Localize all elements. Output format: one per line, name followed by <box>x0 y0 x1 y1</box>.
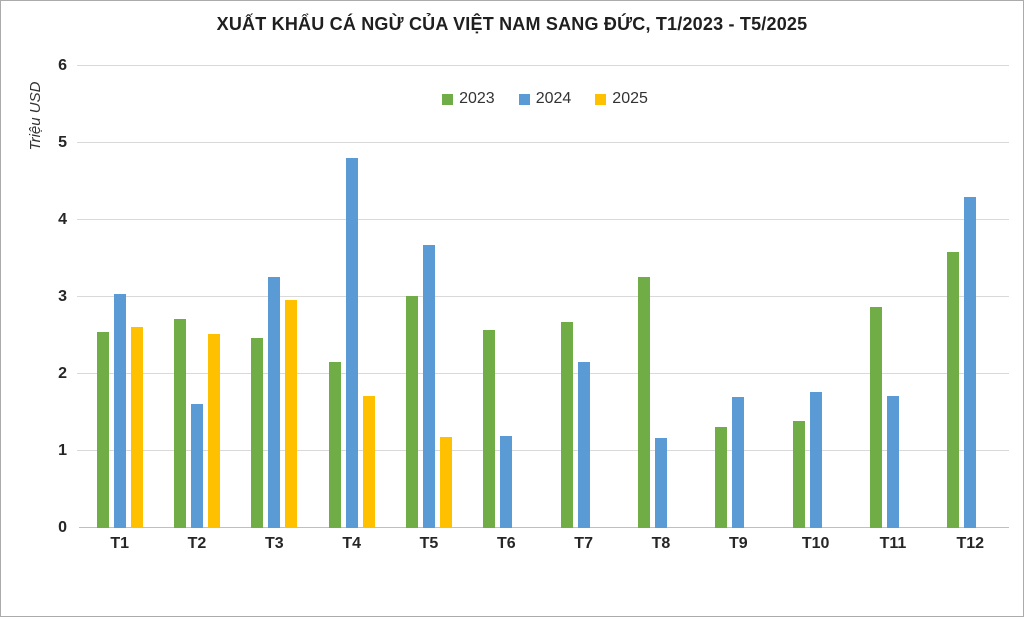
x-tick-T5: T5 <box>419 535 439 552</box>
bar-2023-T11 <box>869 307 882 528</box>
bar-2023-T6 <box>483 330 496 528</box>
bar-2024-T2 <box>190 404 203 528</box>
gridline-6 <box>77 65 1009 66</box>
bar-2025-T4 <box>362 396 375 528</box>
bar-group-T12 <box>932 66 1009 528</box>
y-tick-3: 3 <box>58 288 67 305</box>
x-axis-tick-labels: T1 T2 T3 T4 T5 T6 T7 T8 T9 T10 T11 T12 <box>81 535 1009 553</box>
bar-2024-T3 <box>268 276 281 528</box>
bar-2023-T9 <box>715 427 728 528</box>
legend-swatch-2023 <box>442 93 454 105</box>
plot-area <box>77 65 1009 528</box>
chart-title: XUẤT KHẨU CÁ NGỪ CỦA VIỆT NAM SANG ĐỨC, … <box>216 14 808 34</box>
bar-2023-T4 <box>328 361 341 528</box>
bar-group-T10 <box>777 66 854 528</box>
x-tick-T11: T11 <box>879 535 907 552</box>
bar-2024-T9 <box>732 397 745 528</box>
legend-swatch-2025 <box>595 93 607 105</box>
bar-2023-T10 <box>792 420 805 528</box>
bar-groups <box>81 66 1009 528</box>
x-tick-T1: T1 <box>110 535 129 552</box>
gridline-4 <box>77 219 1009 221</box>
y-tick-0: 0 <box>58 519 67 536</box>
bar-group-T1 <box>81 66 158 528</box>
legend-item-2025: 2025 <box>595 91 648 107</box>
gridline-5 <box>77 142 1009 143</box>
gridline-1 <box>77 450 1009 452</box>
bar-2024-T7 <box>577 361 590 528</box>
x-tick-T12: T12 <box>956 535 985 552</box>
x-tick-T8: T8 <box>651 535 671 552</box>
x-tick-T2: T2 <box>187 535 207 552</box>
bar-group-T7 <box>545 66 622 528</box>
bar-group-T8 <box>622 66 699 528</box>
bar-2023-T2 <box>173 319 186 528</box>
legend-label-2023: 2023 <box>459 90 495 107</box>
bar-group-T11 <box>854 66 931 528</box>
x-tick-T6: T6 <box>496 535 516 552</box>
legend-label-2024: 2024 <box>535 90 572 107</box>
bar-2025-T1 <box>130 327 143 528</box>
bar-2023-T1 <box>96 332 109 528</box>
bar-2023-T3 <box>251 337 264 528</box>
gridline-2 <box>77 373 1009 375</box>
bar-group-T4 <box>313 66 390 528</box>
legend-item-2023: 2023 <box>442 91 495 107</box>
bar-group-T9 <box>700 66 777 528</box>
y-tick-5: 5 <box>58 133 67 151</box>
bar-2023-T12 <box>947 252 960 528</box>
bar-2024-T1 <box>113 293 126 528</box>
legend-item-2024: 2024 <box>518 90 572 107</box>
bar-2024-T6 <box>500 435 513 528</box>
bar-2023-T5 <box>405 296 418 528</box>
bar-2024-T12 <box>964 196 977 528</box>
x-axis-line <box>79 527 1009 528</box>
y-tick-2: 2 <box>58 364 67 382</box>
chart-legend: 2023 2024 2025 <box>81 91 1009 107</box>
bar-2024-T5 <box>422 245 435 528</box>
bar-2024-T10 <box>809 391 822 528</box>
legend-label-2025: 2025 <box>612 90 648 107</box>
y-tick-4: 4 <box>58 210 67 228</box>
x-tick-T4: T4 <box>342 535 361 552</box>
bar-2025-T2 <box>207 333 220 528</box>
x-tick-T3: T3 <box>264 535 284 552</box>
y-tick-6: 6 <box>58 57 67 74</box>
bar-2024-T11 <box>886 395 899 528</box>
x-tick-T9: T9 <box>728 535 748 552</box>
gridline-3 <box>77 296 1009 297</box>
bar-2025-T3 <box>285 300 298 528</box>
y-axis-tick-labels: 0 1 2 3 4 5 6 <box>1 57 67 536</box>
bar-2025-T5 <box>439 437 452 528</box>
bar-group-T3 <box>236 66 313 528</box>
bar-2024-T4 <box>345 157 358 528</box>
bar-2023-T7 <box>560 322 573 528</box>
bar-2024-T8 <box>654 437 667 528</box>
bar-2023-T8 <box>637 276 650 528</box>
bar-group-T5 <box>390 66 467 528</box>
legend-swatch-2024 <box>518 93 530 105</box>
bar-group-T2 <box>158 66 235 528</box>
x-tick-T10: T10 <box>801 535 830 552</box>
x-tick-T7: T7 <box>574 535 593 552</box>
y-tick-1: 1 <box>58 442 67 459</box>
bar-group-T6 <box>468 66 545 528</box>
